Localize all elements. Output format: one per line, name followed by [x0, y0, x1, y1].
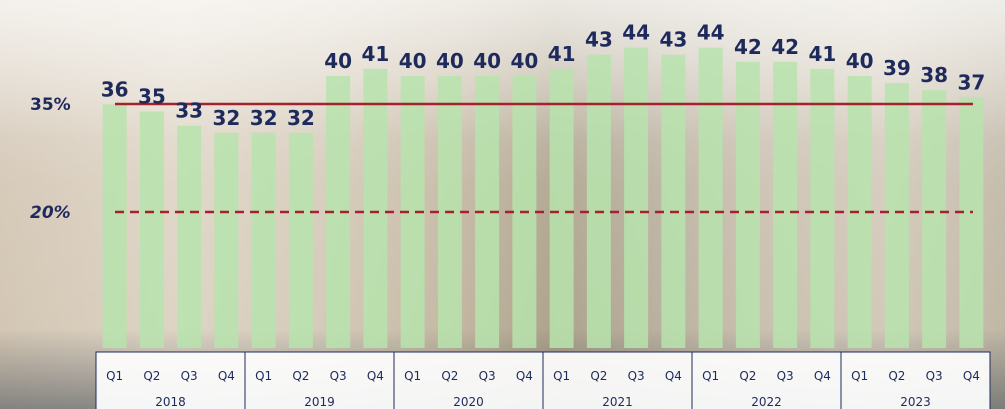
quarter-label-11: Q4 — [516, 369, 533, 383]
quarter-label-6: Q3 — [330, 369, 347, 383]
bar-15 — [661, 54, 686, 348]
value-label-1: 35 — [138, 85, 166, 109]
quarter-label-12: Q1 — [553, 369, 570, 383]
bar-13 — [586, 54, 611, 348]
quarter-label-8: Q1 — [404, 369, 421, 383]
year-group-box — [393, 351, 544, 409]
year-group-box — [840, 351, 991, 409]
value-label-17: 42 — [734, 35, 762, 59]
bar-22 — [922, 90, 947, 348]
bar-14 — [624, 47, 649, 348]
value-label-6: 40 — [324, 49, 352, 73]
value-label-20: 40 — [846, 49, 874, 73]
year-label-2018: 2018 — [155, 395, 186, 409]
quarter-label-20: Q1 — [851, 369, 868, 383]
value-label-9: 40 — [436, 49, 464, 73]
bar-7 — [363, 68, 388, 349]
year-label-2019: 2019 — [304, 395, 335, 409]
value-label-12: 41 — [548, 42, 576, 66]
year-label-2023: 2023 — [900, 395, 931, 409]
bar-23 — [959, 97, 984, 348]
quarter-label-9: Q2 — [441, 369, 458, 383]
value-label-18: 42 — [771, 35, 799, 59]
quarter-label-2: Q3 — [181, 369, 198, 383]
quarter-label-7: Q4 — [367, 369, 384, 383]
quarter-label-14: Q3 — [628, 369, 645, 383]
quarter-label-17: Q2 — [739, 369, 756, 383]
bar-2 — [177, 125, 202, 348]
value-label-3: 32 — [212, 106, 240, 130]
quarter-label-4: Q1 — [255, 369, 272, 383]
year-group-box — [95, 351, 246, 409]
bar-19 — [810, 68, 835, 349]
value-label-10: 40 — [473, 49, 501, 73]
bar-17 — [735, 61, 760, 349]
quarter-label-23: Q4 — [963, 369, 980, 383]
value-label-8: 40 — [399, 49, 427, 73]
bar-3 — [214, 132, 239, 348]
value-label-16: 44 — [697, 21, 725, 45]
quarter-label-1: Q2 — [143, 369, 160, 383]
value-label-11: 40 — [510, 49, 538, 73]
quarter-label-18: Q3 — [777, 369, 794, 383]
year-group-box — [542, 351, 693, 409]
quarter-label-10: Q3 — [479, 369, 496, 383]
year-group-box — [244, 351, 395, 409]
bar-1 — [139, 111, 164, 348]
year-label-2022: 2022 — [751, 395, 782, 409]
year-label-2021: 2021 — [602, 395, 633, 409]
bar-0 — [102, 104, 127, 349]
quarter-label-5: Q2 — [292, 369, 309, 383]
bar-16 — [698, 47, 723, 348]
year-label-2020: 2020 — [453, 395, 484, 409]
quarter-label-15: Q4 — [665, 369, 682, 383]
bar-12 — [549, 68, 574, 349]
reference-label: 20% — [30, 203, 71, 223]
bar-4 — [251, 132, 276, 348]
value-label-5: 32 — [287, 106, 315, 130]
bar-18 — [773, 61, 798, 349]
quarter-label-22: Q3 — [926, 369, 943, 383]
value-label-4: 32 — [250, 106, 278, 130]
value-label-13: 43 — [585, 28, 613, 52]
quarter-label-19: Q4 — [814, 369, 831, 383]
value-label-7: 41 — [361, 42, 389, 66]
quarter-label-0: Q1 — [106, 369, 123, 383]
reference-label: 35% — [30, 95, 71, 115]
value-label-21: 39 — [883, 56, 911, 80]
quarter-label-3: Q4 — [218, 369, 235, 383]
quarter-label-16: Q1 — [702, 369, 719, 383]
quarter-label-21: Q2 — [888, 369, 905, 383]
value-label-23: 37 — [957, 70, 985, 94]
value-label-14: 44 — [622, 21, 650, 45]
bar-21 — [884, 83, 909, 348]
value-label-19: 41 — [808, 42, 836, 66]
value-label-22: 38 — [920, 63, 948, 87]
value-label-2: 33 — [175, 99, 203, 123]
quarter-label-13: Q2 — [590, 369, 607, 383]
bar-5 — [288, 132, 313, 348]
value-label-0: 36 — [101, 77, 129, 101]
year-group-box — [691, 351, 842, 409]
value-label-15: 43 — [659, 28, 687, 52]
